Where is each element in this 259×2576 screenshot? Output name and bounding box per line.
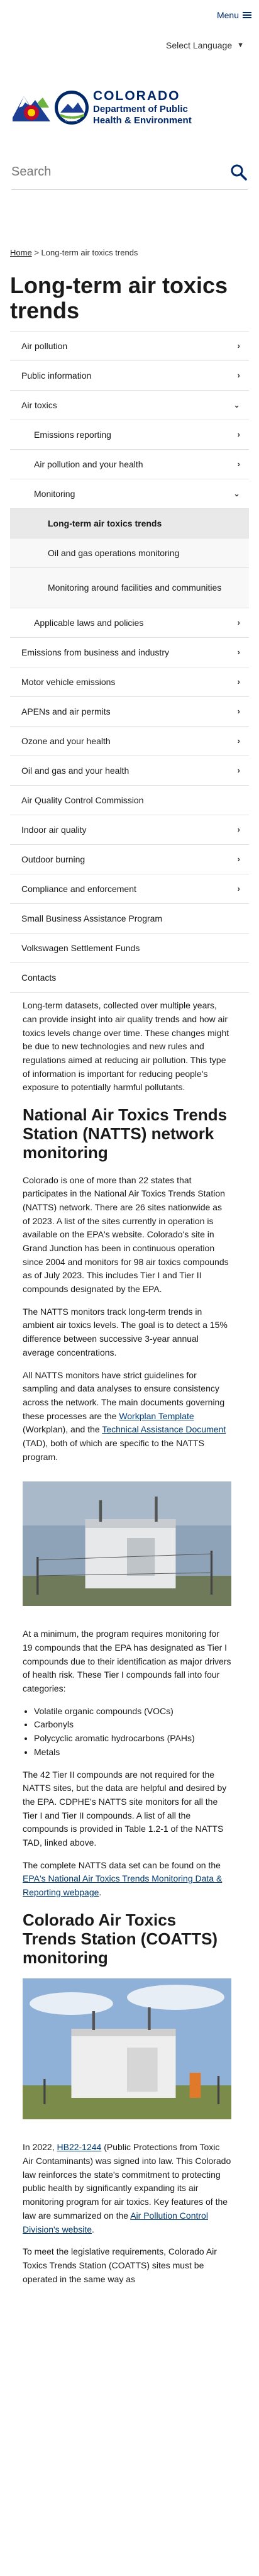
page-title: Long-term air toxics trends [10, 272, 228, 323]
chevron-down-icon: ⌄ [233, 489, 240, 499]
breadcrumb-separator: > [34, 248, 39, 257]
nav-item-air-toxics[interactable]: Air toxics ⌄ [10, 391, 249, 421]
nav-item-emissions-reporting[interactable]: Emissions reporting › [10, 420, 249, 450]
natts-paragraph-5: The 42 Tier II compounds are not require… [23, 1769, 227, 1848]
breadcrumb: Home > Long-term air toxics trends [0, 190, 259, 268]
coatts-paragraph-1: In 2022, HB22-1244 (Public Protections f… [23, 2142, 231, 2234]
breadcrumb-current: Long-term air toxics trends [41, 248, 138, 257]
breadcrumb-home[interactable]: Home [10, 248, 32, 257]
top-bar: Menu [0, 0, 259, 30]
hb22-1244-link[interactable]: HB22-1244 [57, 2142, 102, 2153]
list-item: Metals [34, 1746, 231, 1759]
chevron-right-icon: › [237, 884, 240, 894]
nav-item-ozone-health[interactable]: Ozone and your health › [10, 727, 249, 757]
search-bar [11, 155, 248, 190]
chevron-down-icon: ▼ [237, 41, 244, 49]
nav-item-outdoor-burning[interactable]: Outdoor burning › [10, 845, 249, 875]
chevron-right-icon: › [237, 341, 240, 351]
language-label: Select Language [166, 40, 233, 50]
tad-link[interactable]: Technical Assistance Document [102, 1424, 226, 1435]
chevron-right-icon: › [237, 371, 240, 381]
menu-button[interactable]: Menu [217, 9, 251, 22]
workplan-link[interactable]: Workplan Template [119, 1410, 194, 1421]
nav-item-monitoring[interactable]: Monitoring ⌄ [10, 479, 249, 510]
chevron-right-icon: › [237, 854, 240, 864]
nav-item-apens-permits[interactable]: APENs and air permits › [10, 697, 249, 727]
monitoring-station-photo [23, 1481, 231, 1607]
coatts-station-photo [23, 1978, 231, 2120]
menu-label: Menu [216, 9, 239, 20]
nav-item-public-information[interactable]: Public information › [10, 361, 249, 391]
chevron-right-icon: › [237, 647, 240, 657]
nav-item-oil-gas-monitoring[interactable]: Oil and gas operations monitoring [10, 538, 249, 569]
colorado-logo-icon [13, 96, 50, 121]
coatts-heading: Colorado Air Toxics Trends Station (COAT… [23, 1910, 218, 1967]
chevron-right-icon: › [237, 706, 240, 716]
list-item: Volatile organic compounds (VOCs) [34, 1705, 231, 1719]
search-input[interactable] [11, 165, 230, 179]
chevron-right-icon: › [237, 677, 240, 687]
natts-heading: National Air Toxics Trends Station (NATT… [23, 1105, 228, 1162]
nav-item-indoor-air[interactable]: Indoor air quality › [10, 815, 249, 845]
list-item: Polycyclic aromatic hydrocarbons (PAHs) [34, 1732, 231, 1746]
main-content: Long-term datasets, collected over multi… [0, 993, 259, 2286]
intro-paragraph: Long-term datasets, collected over multi… [23, 1000, 229, 1093]
nav-item-volkswagen[interactable]: Volkswagen Settlement Funds [10, 934, 249, 964]
hamburger-icon [243, 11, 251, 20]
svg-text:CDPHE: CDPHE [65, 118, 79, 123]
nav-item-aqcc[interactable]: Air Quality Control Commission [10, 786, 249, 816]
chevron-right-icon: › [237, 430, 240, 440]
language-selector[interactable]: Select Language ▼ [0, 30, 259, 60]
cdphe-logo-icon: CDPHE [55, 91, 89, 125]
chevron-down-icon: ⌄ [233, 400, 240, 410]
dept-name-line2: Health & Environment [93, 114, 192, 126]
chevron-right-icon: › [237, 825, 240, 835]
coatts-paragraph-2: To meet the legislative requirements, Co… [23, 2246, 217, 2284]
natts-paragraph-3: All NATTS monitors have strict guideline… [23, 1369, 226, 1462]
side-navigation: Air pollution › Public information › Air t… [10, 331, 249, 993]
nav-item-laws-policies[interactable]: Applicable laws and policies › [10, 608, 249, 638]
chevron-right-icon: › [237, 459, 240, 469]
nav-item-facility-monitoring[interactable]: Monitoring around facilities and communi… [10, 568, 249, 609]
natts-paragraph-2: The NATTS monitors track long-term trend… [23, 1306, 228, 1358]
apcd-website-link[interactable]: Air Pollution Control Division's website [23, 2210, 208, 2234]
nav-item-small-business[interactable]: Small Business Assistance Program [10, 904, 249, 934]
nav-item-contacts[interactable]: Contacts [10, 963, 249, 993]
nav-item-motor-vehicle[interactable]: Motor vehicle emissions › [10, 667, 249, 698]
list-item: Carbonyls [34, 1718, 231, 1732]
nav-item-air-pollution[interactable]: Air pollution › [10, 332, 249, 362]
nav-item-air-pollution-health[interactable]: Air pollution and your health › [10, 450, 249, 480]
chevron-right-icon: › [237, 736, 240, 746]
state-name: COLORADO [93, 89, 180, 104]
nav-item-long-term-trends[interactable]: Long-term air toxics trends [10, 509, 249, 539]
natts-paragraph-6: The complete NATTS data set can be found… [23, 1860, 223, 1898]
nav-item-business-emissions[interactable]: Emissions from business and industry › [10, 638, 249, 668]
search-icon[interactable] [230, 164, 248, 181]
nav-item-compliance[interactable]: Compliance and enforcement › [10, 874, 249, 905]
nav-item-oil-gas-health[interactable]: Oil and gas and your health › [10, 756, 249, 786]
chevron-right-icon: › [237, 766, 240, 776]
brand-text: COLORADO Department of Public Health & E… [93, 89, 192, 126]
compound-categories-list: Volatile organic compounds (VOCs) Carbon… [34, 1705, 231, 1759]
natts-paragraph-1: Colorado is one of more than 22 states t… [23, 1174, 229, 1295]
natts-paragraph-4: At a minimum, the program requires monit… [23, 1629, 231, 1694]
chevron-right-icon: › [237, 618, 240, 628]
site-branding[interactable]: CDPHE COLORADO Department of Public Heal… [0, 60, 259, 155]
epa-data-link[interactable]: EPA's National Air Toxics Trends Monitor… [23, 1873, 223, 1898]
dept-name-line1: Department of Public [93, 103, 188, 114]
